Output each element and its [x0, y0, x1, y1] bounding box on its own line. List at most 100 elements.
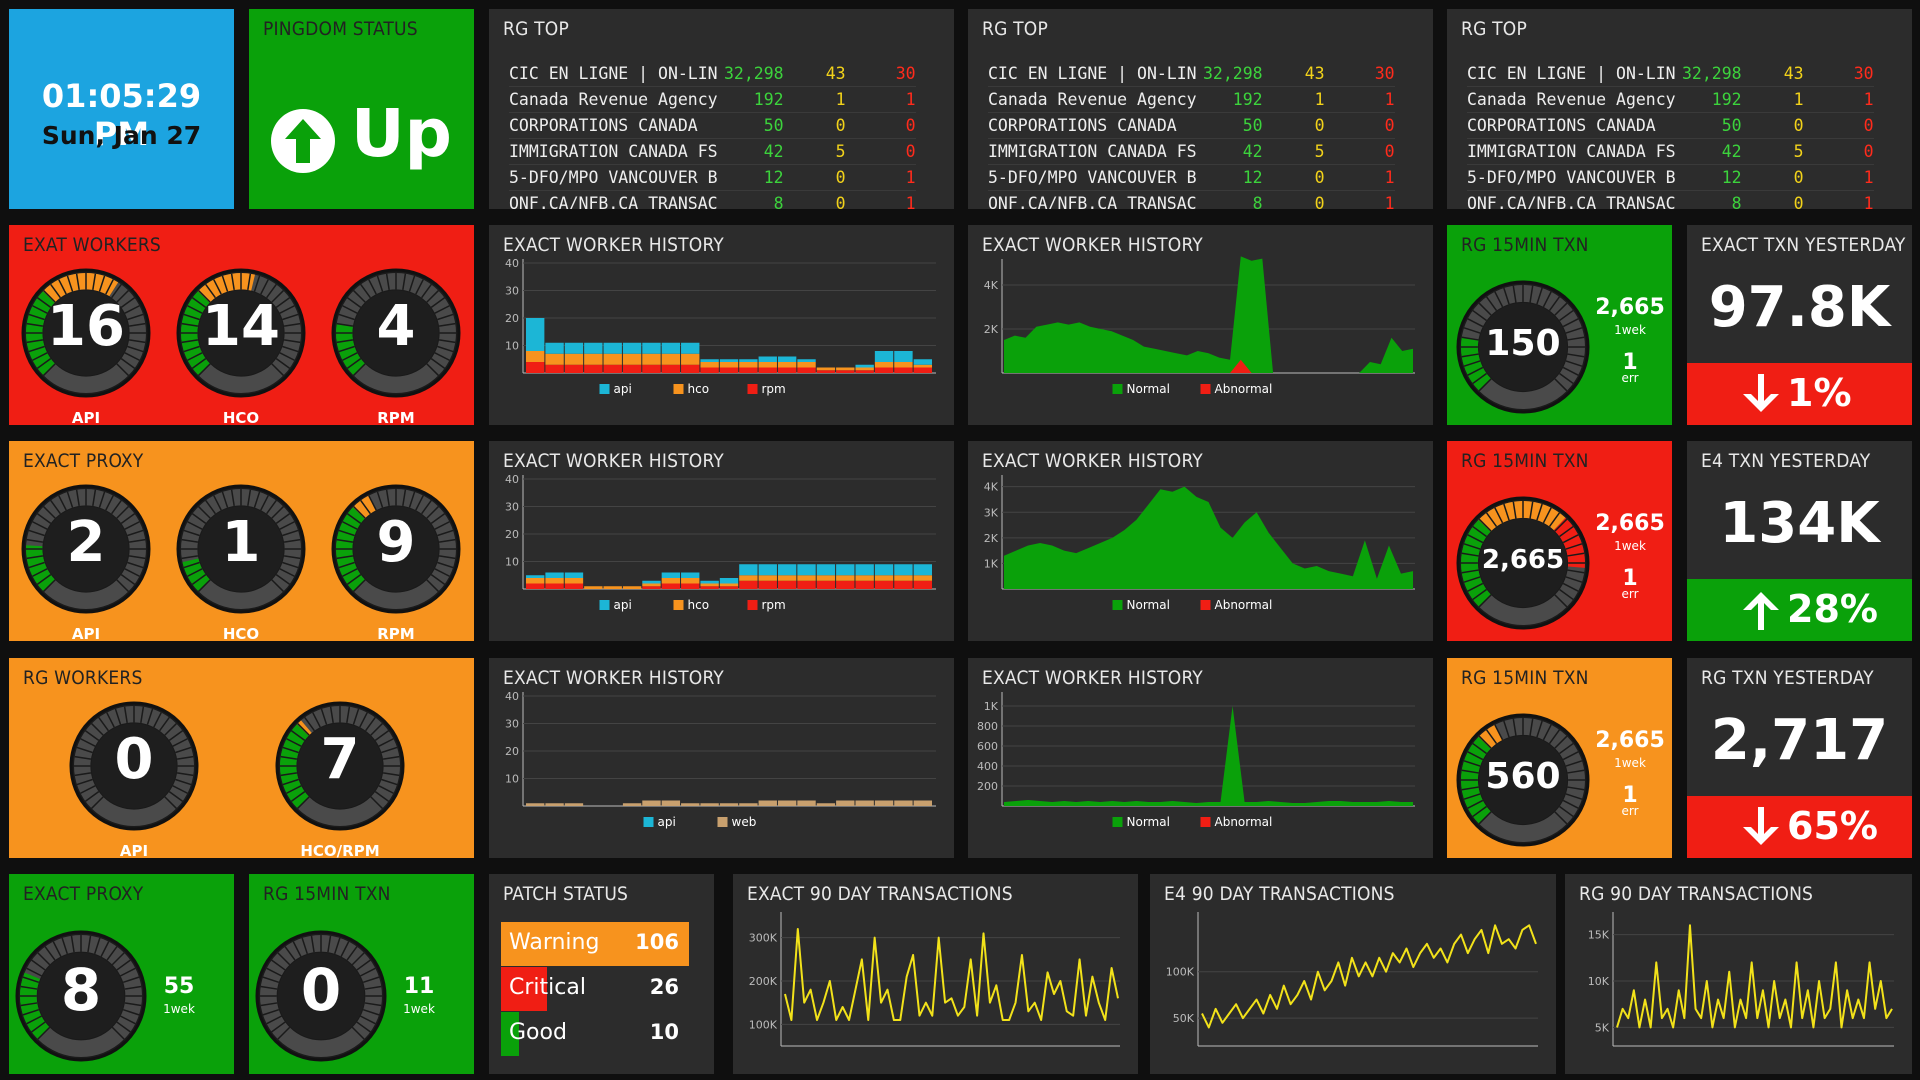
- tick-label: 600: [977, 740, 998, 753]
- bar-hco: [739, 362, 758, 368]
- exact-90-day-chart: EXACT 90 DAY TRANSACTIONS 100K 200K 300K: [733, 874, 1138, 1074]
- legend-swatch: [1112, 817, 1123, 827]
- arrow-down-icon: [1743, 807, 1779, 845]
- rg-top-cell-c: 30: [1324, 61, 1395, 87]
- rg-workers-tile: RG WORKERS 0 API 7 HCO/RPM: [9, 658, 474, 858]
- rg-15min-small-tile: RG 15MIN TXN 0 11 1wek: [249, 874, 474, 1074]
- rg-top-cell-a: 32,298: [1682, 61, 1742, 87]
- rg15-title: RG 15MIN TXN: [1461, 450, 1589, 472]
- rg-90-day-chart: RG 90 DAY TRANSACTIONS 5K 10K 15K: [1565, 874, 1912, 1074]
- tick-label: 4K: [984, 279, 999, 292]
- rg-top-table: CIC EN LIGNE | ON-LIN 32,298 43 30 Canada Re…: [509, 61, 916, 209]
- rg-top-cell-a: 192: [724, 86, 784, 113]
- gauge-label: API: [71, 409, 101, 425]
- bar-api: [894, 351, 913, 362]
- worker-history-chart-3: EXACT WORKER HISTORY 10 20 30 40 api hco rpm: [489, 441, 954, 641]
- tick-label: 40: [505, 690, 519, 703]
- chart-svg: 100K 200K 300K: [749, 912, 1120, 1047]
- rg-top-cell-b: 43: [1741, 61, 1804, 87]
- rg-top-cell-a: 192: [1682, 86, 1742, 113]
- bar-hco: [603, 353, 622, 365]
- bar-api: [739, 564, 758, 576]
- bar-api: [564, 572, 584, 578]
- rg-workers-title: RG WORKERS: [23, 667, 143, 689]
- rg-top-cell-name: 5-DFO/MPO VANCOUVER B: [988, 164, 1203, 191]
- bar-hco: [700, 583, 719, 587]
- bar-rpm: [777, 367, 797, 373]
- patch-label: Critical: [509, 975, 586, 1000]
- rg-top-cell-name: CORPORATIONS CANADA: [509, 112, 724, 139]
- gauge-label: HCO: [222, 409, 260, 425]
- rg-top-cell-b: 0: [1741, 112, 1804, 139]
- bar-web: [661, 800, 681, 806]
- legend-label: hco: [688, 598, 710, 612]
- worker-history-chart-5: EXACT WORKER HISTORY 10 20 30 40 api web: [489, 658, 954, 858]
- rg-top-cell-a: 50: [1682, 112, 1742, 139]
- legend-swatch: [1112, 384, 1123, 394]
- week-value: 2,665: [1595, 511, 1665, 536]
- bar-api: [719, 578, 739, 584]
- patch-bar: [501, 967, 548, 1011]
- rg-top-cell-name: CORPORATIONS CANADA: [1467, 112, 1682, 139]
- bar-hco: [855, 367, 874, 371]
- gauge-value: 2: [66, 509, 106, 575]
- bar-rpm: [739, 580, 758, 589]
- gauge-arc: [20, 972, 50, 1040]
- worker-history-chart-2: EXACT WORKER HISTORY 2K 4K Normal Abnormal: [968, 225, 1433, 425]
- exact-proxy-tile: EXACT PROXY 2 API 1 HCO 9 RPM: [9, 441, 474, 641]
- rg-top-row: CIC EN LIGNE | ON-LIN 32,298 43 30: [988, 61, 1395, 87]
- bar-api: [758, 356, 777, 362]
- bar-rpm: [894, 367, 913, 373]
- chart-svg: 10 20 30 40 api hco rpm: [505, 473, 936, 612]
- tick-label: 50K: [1173, 1012, 1195, 1025]
- bar-hco: [855, 575, 874, 581]
- rg-top-cell-c: 1: [1803, 164, 1874, 191]
- rg-top-cell-c: 30: [845, 61, 916, 87]
- rg-txn-yesterday-tile: RG TXN YESTERDAY 2,717 65%: [1687, 658, 1912, 858]
- tick-label: 3K: [984, 506, 999, 519]
- chart-title: EXACT WORKER HISTORY: [503, 450, 724, 472]
- bar-web: [777, 800, 797, 806]
- rg-top-table: CIC EN LIGNE | ON-LIN 32,298 43 30 Canada Re…: [988, 61, 1395, 209]
- patch-status-tile: PATCH STATUS Warning 106 Critical 26 Good 10: [489, 874, 714, 1074]
- bar-rpm: [642, 364, 661, 373]
- bar-rpm: [758, 580, 777, 589]
- bar-api: [545, 342, 564, 354]
- rg-top-row: CIC EN LIGNE | ON-LIN 32,298 43 30: [509, 61, 916, 87]
- bar-hco: [564, 353, 584, 365]
- rg-top-cell-a: 12: [1682, 164, 1742, 191]
- tick-label: 100K: [1166, 966, 1195, 979]
- bar-rpm: [874, 367, 894, 373]
- arrow-up-icon: [1743, 592, 1779, 630]
- bar-hco: [681, 578, 700, 584]
- rg-top-cell-c: 1: [1324, 190, 1395, 209]
- rg-top-cell-c: 0: [845, 112, 916, 139]
- bar-web: [836, 800, 855, 806]
- gauge-label: HCO: [222, 625, 260, 641]
- worker-history-chart-4: EXACT WORKER HISTORY 1K 2K 3K 4K Normal Abnor…: [968, 441, 1433, 641]
- bar-rpm: [836, 580, 855, 589]
- rg-top-cell-c: 0: [1803, 138, 1874, 165]
- legend-label: rpm: [762, 598, 786, 612]
- yesterday-value: 134K: [1719, 491, 1880, 556]
- rg-top-row: CIC EN LIGNE | ON-LIN 32,298 43 30: [1467, 61, 1874, 87]
- error-value: 1: [1622, 350, 1638, 375]
- rg-top-cell-b: 1: [1262, 86, 1325, 113]
- area-normal: [1004, 486, 1413, 589]
- bar-rpm: [584, 364, 603, 373]
- rg-top-cell-b: 0: [1262, 190, 1325, 209]
- legend-label: Abnormal: [1215, 598, 1273, 612]
- bar-web: [797, 800, 816, 806]
- chart-title: E4 90 DAY TRANSACTIONS: [1164, 883, 1395, 905]
- rg-top-cell-c: 1: [845, 164, 916, 191]
- tick-label: 300K: [749, 932, 778, 945]
- rg-15min-txn-tile-2: RG 15MIN TXN 2,665 2,665 1wek 1 err: [1447, 441, 1672, 641]
- bar-api: [545, 572, 564, 578]
- bar-web: [913, 800, 932, 806]
- rg-top-cell-name: Canada Revenue Agency: [1467, 86, 1682, 113]
- tick-label: 1K: [984, 557, 999, 570]
- tick-label: 10: [505, 340, 519, 353]
- legend-label: Normal: [1127, 598, 1170, 612]
- bar-rpm: [758, 367, 777, 373]
- legend-swatch: [1112, 600, 1123, 610]
